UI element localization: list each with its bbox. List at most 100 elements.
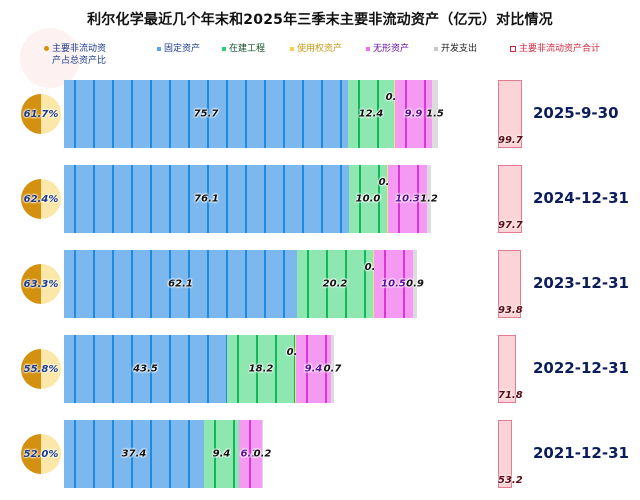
value-label: 0.1 bbox=[287, 347, 305, 358]
stacked-bar: 37.4 9.4 6.1 0.2 bbox=[64, 420, 271, 488]
total-value: 71.8 bbox=[498, 390, 523, 401]
ratio-pie: 63.3% bbox=[21, 264, 61, 304]
date-label: 2023-12-31 bbox=[533, 274, 629, 292]
legend-marker-icon bbox=[44, 46, 49, 51]
total-bar bbox=[498, 335, 516, 403]
segment-fixed-assets: 62.1 bbox=[64, 250, 297, 318]
total-bar bbox=[498, 165, 522, 233]
date-label: 2022-12-31 bbox=[533, 359, 629, 377]
legend-marker-icon bbox=[290, 46, 294, 51]
legend-marker-icon bbox=[510, 45, 516, 52]
value-label: 12.4 bbox=[358, 108, 384, 120]
value-label: 10.5 bbox=[381, 278, 406, 290]
legend-label: 固定资产 bbox=[164, 44, 201, 54]
segment-construction-in-progress: 20.2 bbox=[297, 250, 373, 318]
segment-fixed-assets: 37.4 bbox=[64, 420, 204, 488]
legend-label: 开发支出 bbox=[441, 44, 478, 54]
legend-marker-icon bbox=[222, 46, 226, 51]
ratio-label: 62.4% bbox=[23, 193, 59, 205]
legend-label: 无形资产 bbox=[373, 44, 410, 54]
ratio-pie: 52.0% bbox=[21, 434, 61, 474]
value-label: 75.7 bbox=[193, 108, 219, 120]
segment-development: 1.5 bbox=[426, 80, 444, 148]
segment-intangible: 10.3 bbox=[388, 165, 427, 233]
value-label: 9.4 bbox=[212, 448, 231, 460]
total-value: 93.8 bbox=[498, 305, 523, 316]
value-label: 0.9 bbox=[406, 278, 424, 290]
segment-intangible: 6.1 bbox=[239, 420, 262, 488]
ratio-pie: 62.4% bbox=[21, 179, 61, 219]
segment-construction-in-progress: 18.2 bbox=[227, 335, 295, 403]
value-label: 37.4 bbox=[121, 448, 147, 460]
legend-item-dev: 开发支出 bbox=[434, 43, 477, 55]
segment-intangible: 9.4 bbox=[296, 335, 331, 403]
segment-intangible: 10.5 bbox=[374, 250, 413, 318]
chart-row-2021-12-31: 52.0% 37.4 9.4 6.1 0.2 53.2 2021-12-31 bbox=[0, 420, 640, 488]
value-label: 18.2 bbox=[248, 363, 274, 375]
total-bar bbox=[498, 420, 512, 488]
total-value: 97.7 bbox=[498, 220, 523, 231]
value-label: 62.1 bbox=[168, 278, 193, 290]
segment-right-of-use: 0.1 bbox=[365, 250, 382, 318]
value-label: 20.2 bbox=[322, 278, 348, 290]
segment-fixed-assets: 75.7 bbox=[64, 80, 348, 148]
segment-development: 0.2 bbox=[254, 420, 271, 488]
segment-development: 1.2 bbox=[420, 165, 438, 233]
segment-intangible: 9.9 bbox=[395, 80, 432, 148]
legend-label: 在建工程 bbox=[229, 44, 266, 54]
value-label: 0.7 bbox=[323, 363, 342, 375]
value-label: 0.2 bbox=[379, 177, 397, 188]
value-label: 6.1 bbox=[240, 448, 259, 460]
value-label: 10.0 bbox=[355, 193, 381, 205]
segment-construction-in-progress: 12.4 bbox=[348, 80, 394, 148]
stacked-bar: 75.7 12.4 0.2 9.9 1.5 bbox=[64, 80, 444, 148]
segment-fixed-assets: 76.1 bbox=[64, 165, 349, 233]
value-label: 0.2 bbox=[386, 92, 404, 103]
segment-development: 0.7 bbox=[324, 335, 341, 403]
stacked-bar: 62.1 20.2 0.1 10.5 0.9 bbox=[64, 250, 424, 318]
segment-development: 0.9 bbox=[406, 250, 424, 318]
total-bar bbox=[498, 80, 522, 148]
date-label: 2021-12-31 bbox=[533, 444, 629, 462]
legend-label: 使用权资产 bbox=[297, 44, 343, 54]
value-label: 0.1 bbox=[365, 262, 383, 273]
ratio-pie: 61.7% bbox=[21, 94, 61, 134]
legend-marker-icon bbox=[434, 46, 438, 51]
ratio-label: 55.8% bbox=[23, 363, 59, 375]
chart-title: 利尔化学最近几个年末和2025年三季末主要非流动资产（亿元）对比情况 bbox=[87, 12, 553, 28]
legend-item-total: 主要非流动资产合计 bbox=[510, 43, 600, 55]
ratio-label: 63.3% bbox=[23, 278, 59, 290]
chart-row-2023-12-31: 63.3% 62.1 20.2 0.1 10.5 0.9 93.8 2023-1… bbox=[0, 250, 640, 318]
legend-label: 主要非流动资产合计 bbox=[519, 44, 601, 54]
segment-fixed-assets: 43.5 bbox=[64, 335, 227, 403]
value-label: 9.4 bbox=[304, 363, 323, 375]
value-label: 76.1 bbox=[194, 193, 219, 205]
ratio-label: 61.7% bbox=[23, 108, 59, 120]
legend-item-rou: 使用权资产 bbox=[290, 43, 342, 55]
legend-marker-icon bbox=[366, 46, 370, 51]
date-label: 2025-9-30 bbox=[533, 104, 619, 122]
segment-right-of-use: 0.1 bbox=[287, 335, 304, 403]
legend-item-cip: 在建工程 bbox=[222, 43, 265, 55]
total-value: 53.2 bbox=[498, 475, 523, 486]
stacked-bar: 43.5 18.2 0.1 9.4 0.7 bbox=[64, 335, 341, 403]
legend-label: 主要非流动资产占总资产比 bbox=[52, 44, 107, 66]
legend-marker-icon bbox=[157, 46, 161, 51]
chart-row-2025-9-30: 61.7% 75.7 12.4 0.2 9.9 1.5 99.7 2025-9-… bbox=[0, 80, 640, 148]
value-label: 10.3 bbox=[395, 193, 420, 205]
legend-highlight bbox=[20, 28, 80, 88]
total-value: 99.7 bbox=[498, 135, 523, 146]
value-label: 1.5 bbox=[426, 108, 444, 120]
date-label: 2024-12-31 bbox=[533, 189, 629, 207]
value-label: 9.9 bbox=[404, 108, 423, 120]
value-label: 1.2 bbox=[420, 193, 438, 205]
legend-item-ratio: 主要非流动资产占总资产比 bbox=[44, 43, 114, 67]
legend-item-intang: 无形资产 bbox=[366, 43, 409, 55]
stacked-bar: 76.1 10.0 0.2 10.3 1.2 bbox=[64, 165, 438, 233]
value-label: 43.5 bbox=[133, 363, 158, 375]
ratio-label: 52.0% bbox=[23, 448, 59, 460]
segment-right-of-use: 0.2 bbox=[386, 80, 403, 148]
ratio-pie: 55.8% bbox=[21, 349, 61, 389]
chart-row-2022-12-31: 55.8% 43.5 18.2 0.1 9.4 0.7 71.8 2022-12… bbox=[0, 335, 640, 403]
chart-row-2024-12-31: 62.4% 76.1 10.0 0.2 10.3 1.2 97.7 2024-1… bbox=[0, 165, 640, 233]
